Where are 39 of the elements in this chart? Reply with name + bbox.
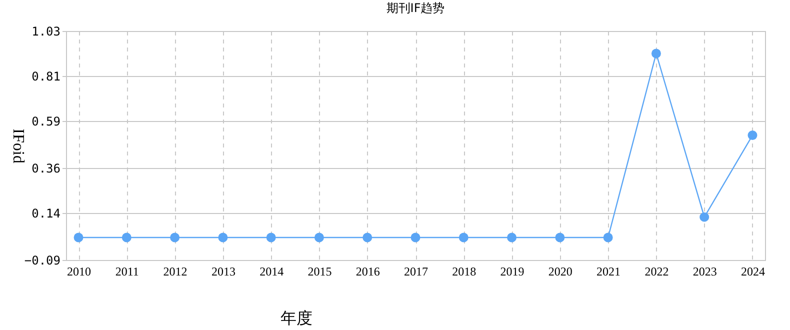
point: [266, 232, 276, 242]
x-tick-label: 2020: [548, 264, 572, 278]
point: [74, 232, 84, 242]
y-tick-label: 0.59: [32, 114, 60, 128]
x-tick-label: 2011: [115, 264, 139, 278]
x-tick-label: 2017: [404, 264, 428, 278]
y-tick-label: 0.14: [32, 206, 60, 220]
x-tick-label: 2019: [500, 264, 524, 278]
point: [700, 212, 710, 222]
y-tick-label: 0.81: [32, 69, 60, 84]
chart-title: 期刊IF趋势: [386, 1, 445, 15]
point: [314, 232, 324, 242]
point: [362, 232, 372, 242]
x-tick-label: 2021: [596, 264, 621, 278]
point: [603, 232, 613, 242]
x-tick-label: 2022: [644, 264, 669, 278]
point: [122, 232, 132, 242]
point: [748, 130, 758, 140]
x-tick-label: 2023: [692, 264, 717, 278]
y-tick-label: 1.03: [32, 24, 60, 38]
x-tick-label: 2010: [67, 264, 92, 278]
point: [507, 232, 517, 242]
x-tick-label: 2015: [308, 264, 332, 278]
x-tick-label: 2024: [740, 264, 765, 278]
x-tick-label: 2013: [211, 264, 236, 278]
point: [555, 232, 565, 242]
y-tick-label: 0.36: [32, 161, 60, 176]
x-tick-label: 2012: [163, 264, 188, 278]
point: [458, 232, 468, 242]
point: [651, 48, 661, 58]
y-axis-title: IFoid: [9, 128, 26, 164]
x-axis-title: 年度: [280, 310, 312, 328]
x-tick-label: 2018: [452, 264, 476, 278]
x-tick-label: 2014: [260, 264, 284, 278]
y-tick-label: −0.09: [24, 254, 60, 268]
point: [170, 232, 180, 242]
x-tick-label: 2016: [356, 264, 380, 278]
point: [218, 232, 228, 242]
point: [410, 232, 420, 242]
